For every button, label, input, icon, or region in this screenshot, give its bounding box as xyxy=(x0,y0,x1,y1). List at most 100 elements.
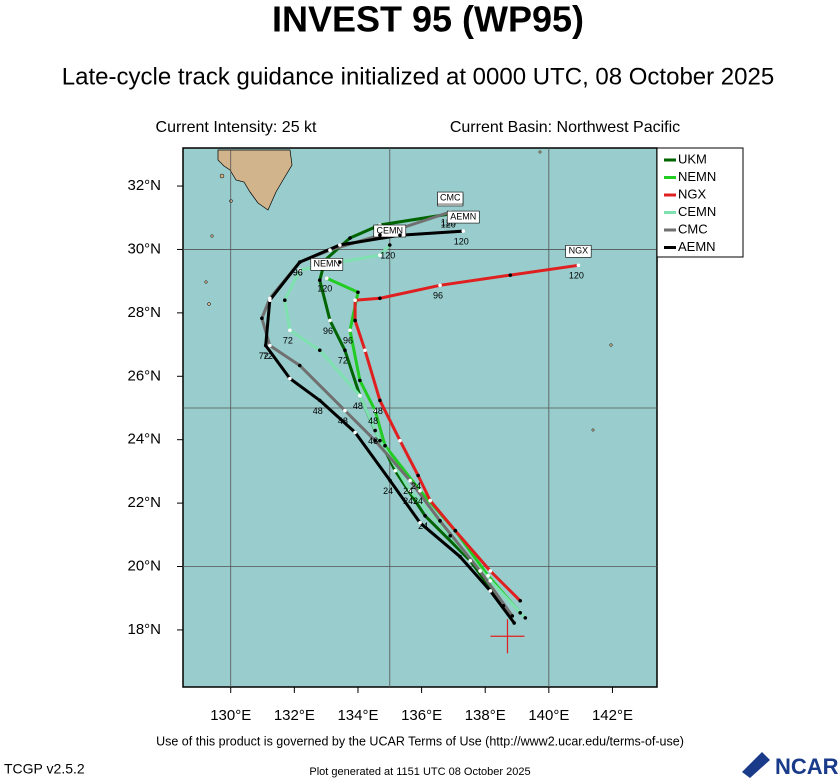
end-label-box xyxy=(437,191,464,205)
track-point xyxy=(358,378,362,383)
track-point xyxy=(423,513,427,518)
hour-label: 120 xyxy=(569,271,584,281)
hour-label: 72 xyxy=(263,351,273,361)
legend-box xyxy=(656,147,744,258)
track-point xyxy=(448,533,453,538)
track-point xyxy=(353,318,357,323)
plot-area xyxy=(182,147,658,688)
track-point xyxy=(317,348,322,353)
hour-label: 24 xyxy=(418,521,428,531)
hour-label: 96 xyxy=(323,326,333,336)
legend-label: NGX xyxy=(678,186,707,201)
track-point xyxy=(297,363,302,368)
track-point xyxy=(328,318,332,323)
track-point xyxy=(343,348,347,353)
track-point xyxy=(338,260,342,264)
hour-label: 24 xyxy=(403,496,413,506)
y-tick-label: 24°N xyxy=(127,431,161,448)
hour-label: 120 xyxy=(380,250,395,260)
footer: Use of this product is governed by the U… xyxy=(156,734,684,748)
track-point xyxy=(508,273,513,277)
y-tick-label: 26°N xyxy=(127,367,161,384)
hour-label: 120 xyxy=(454,236,469,246)
y-tick-label: 30°N xyxy=(127,240,161,257)
track-line xyxy=(264,229,516,624)
hour-label: 96 xyxy=(343,336,353,346)
track-point xyxy=(488,569,493,573)
legend-label: CEMN xyxy=(678,204,716,219)
hour-label: 120 xyxy=(317,284,332,294)
hour-label: 96 xyxy=(293,268,303,278)
track-point xyxy=(408,488,412,493)
legend-label: UKM xyxy=(678,151,707,166)
track-point xyxy=(416,473,420,478)
track-point xyxy=(328,248,332,252)
end-label: NGX xyxy=(569,246,589,256)
track-point xyxy=(268,298,272,302)
hour-label: 48 xyxy=(353,401,363,411)
track-point xyxy=(288,376,292,381)
hour-label: 72 xyxy=(338,356,348,366)
end-label: NEMN xyxy=(314,259,341,269)
track-point xyxy=(383,443,387,448)
y-tick-label: 22°N xyxy=(127,494,161,511)
track-point xyxy=(348,236,352,240)
logo-text: NCAR xyxy=(775,754,839,779)
track-point xyxy=(387,243,392,247)
hour-label: 48 xyxy=(373,406,383,416)
track-point xyxy=(373,428,377,433)
x-tick-label: 136°E xyxy=(401,707,442,724)
track-point xyxy=(268,343,272,348)
land xyxy=(204,149,613,432)
track-point xyxy=(282,298,287,302)
hour-label: 96 xyxy=(293,268,303,278)
end-label-box xyxy=(565,245,592,258)
track-point xyxy=(260,316,264,321)
hour-label: 24 xyxy=(403,486,413,496)
hour-label: 24 xyxy=(413,496,423,506)
track-point xyxy=(438,519,442,523)
end-label-box xyxy=(446,210,480,224)
hour-label: 48 xyxy=(368,416,378,426)
track-point xyxy=(356,290,360,295)
end-label: CEMN xyxy=(377,225,404,235)
track-point xyxy=(428,498,432,503)
track-point xyxy=(297,260,302,264)
track-point xyxy=(338,243,342,247)
track-point xyxy=(486,573,490,578)
track-point xyxy=(353,430,357,435)
track-point xyxy=(518,611,523,615)
track-point xyxy=(297,268,302,272)
intensity: Current Intensity: 25 kt xyxy=(156,119,318,136)
current-position xyxy=(490,619,525,654)
hour-label: 24 xyxy=(411,481,421,491)
track-point xyxy=(478,569,482,573)
track-point xyxy=(373,408,377,413)
track-point xyxy=(523,616,528,620)
track-point xyxy=(398,438,402,443)
hour-label: 120 xyxy=(441,219,456,229)
track-point xyxy=(378,233,382,237)
version: TCGP v2.5.2 xyxy=(4,761,85,777)
x-tick-label: 138°E xyxy=(465,707,506,724)
track-line xyxy=(353,263,579,602)
track-point xyxy=(512,621,516,625)
track-point xyxy=(378,253,382,257)
track-point xyxy=(576,263,581,268)
track-point xyxy=(363,348,367,353)
track-point xyxy=(461,229,466,233)
track-point xyxy=(353,298,357,302)
track-point xyxy=(373,438,377,443)
hour-label: 72 xyxy=(283,336,293,346)
track-point xyxy=(468,559,473,563)
track-point xyxy=(418,488,422,493)
track-point xyxy=(388,478,392,483)
y-tick-label: 18°N xyxy=(127,621,161,638)
track-point xyxy=(263,343,268,348)
x-tick-label: 132°E xyxy=(274,707,315,724)
track-point xyxy=(438,283,442,288)
end-label: AEMN xyxy=(450,211,476,221)
basin: Current Basin: Northwest Pacific xyxy=(450,119,680,136)
track-point xyxy=(358,393,362,398)
